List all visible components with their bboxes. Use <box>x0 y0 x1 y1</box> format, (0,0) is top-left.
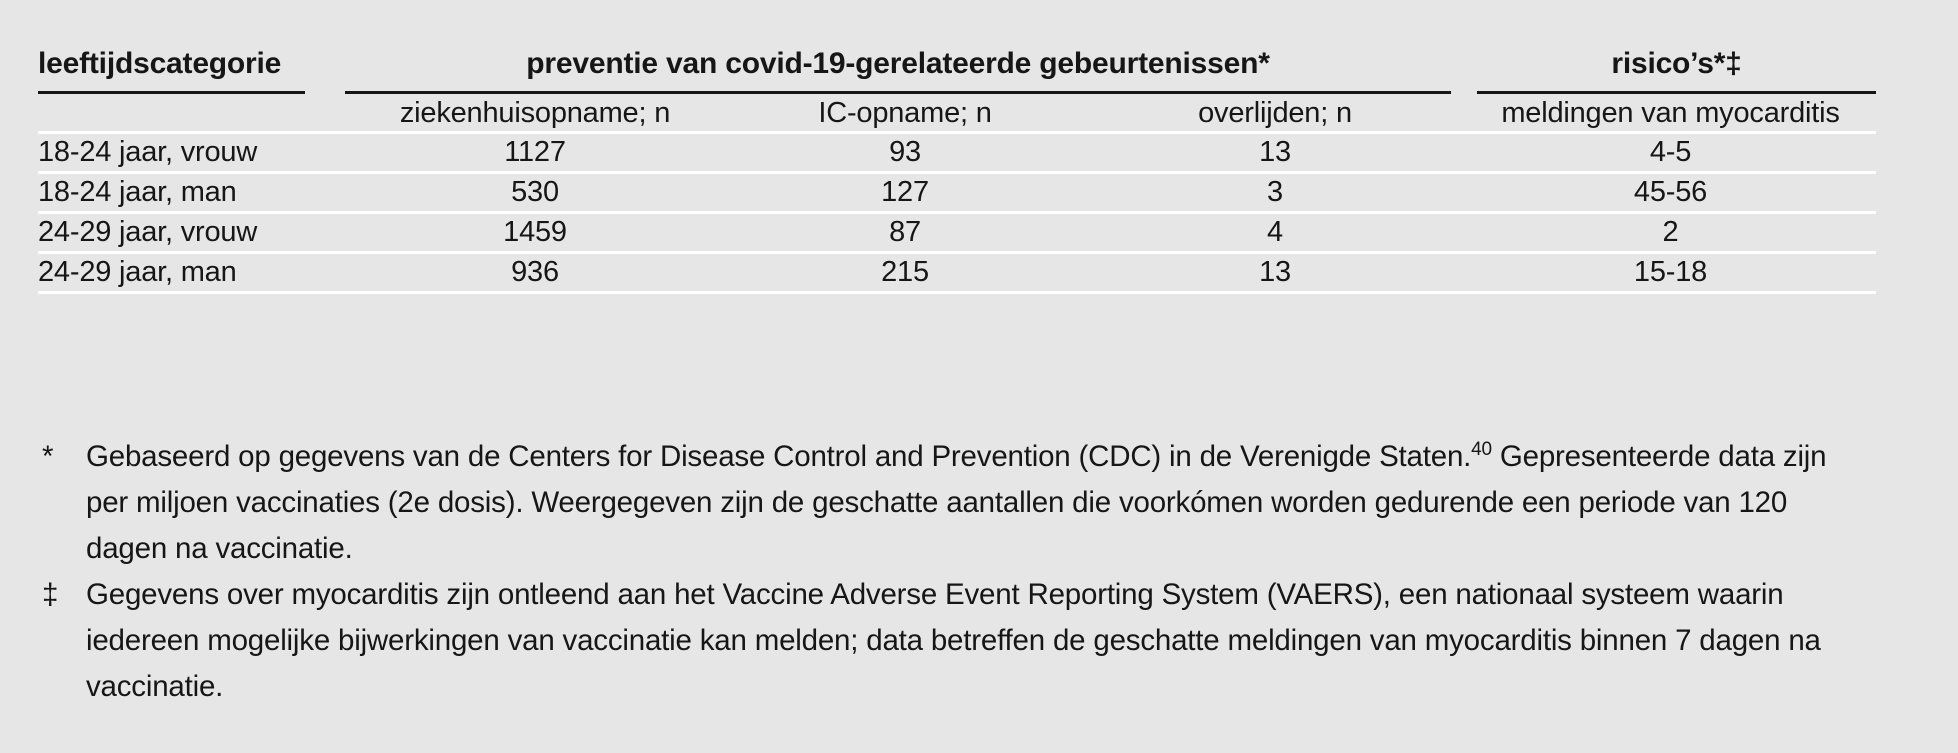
reference-superscript: 40 <box>1471 439 1492 461</box>
myocarditis-reports-value: 45-56 <box>1633 176 1708 208</box>
hospitalization-value: 1127 <box>504 136 566 168</box>
icu-value: 87 <box>889 216 921 248</box>
benefit-risk-table: leeftijdscategorie preventie van covid-1… <box>38 46 1876 294</box>
table-row: 24-29 jaar, man 936 215 13 15-18 <box>38 254 1876 294</box>
table-row: 24-29 jaar, vrouw 1459 87 4 2 <box>38 214 1876 254</box>
column-header-myocarditis-reports: meldingen van myocarditis <box>1501 97 1840 129</box>
column-group-header-age: leeftijdscategorie <box>38 46 345 94</box>
myocarditis-reports-value: 15-18 <box>1633 256 1708 288</box>
column-header-icu: IC-opname; n <box>818 97 992 129</box>
column-group-header-risks: risico’s*‡ <box>1477 46 1876 94</box>
column-header-empty <box>38 94 345 131</box>
table-subheader-row: ziekenhuisopname; n IC-opname; n overlij… <box>38 94 1876 134</box>
row-category-cell: 18-24 jaar, man <box>38 176 237 208</box>
footnote-double-dagger: ‡ Gegevens over myocarditis zijn ontleend… <box>38 572 1868 710</box>
footnote-asterisk: * Gebaseerd op gegevens van de Centers fo… <box>38 434 1868 572</box>
column-header-death: overlijden; n <box>1198 97 1352 129</box>
myocarditis-reports-value: 4-5 <box>1649 136 1692 168</box>
row-category-cell: 18-24 jaar, vrouw <box>38 136 258 168</box>
death-value: 4 <box>1267 216 1283 248</box>
death-value: 13 <box>1259 256 1291 288</box>
table-row: 18-24 jaar, vrouw 1127 93 13 4-5 <box>38 134 1876 174</box>
row-category-cell: 24-29 jaar, vrouw <box>38 216 258 248</box>
footnote-text-after-ref: Gepresenteerde data zijn per miljoen vac… <box>86 440 1827 565</box>
icu-value: 215 <box>881 256 929 288</box>
column-group-header-prevention: preventie van covid-19-gerelateerde gebe… <box>345 46 1451 94</box>
table-row: 18-24 jaar, man 530 127 3 45-56 <box>38 174 1876 214</box>
row-category-cell: 24-29 jaar, man <box>38 256 237 288</box>
table-footnotes: * Gebaseerd op gegevens van de Centers fo… <box>38 434 1868 710</box>
table-group-header-row: leeftijdscategorie preventie van covid-1… <box>38 46 1876 94</box>
hospitalization-value: 530 <box>511 176 559 208</box>
footnote-text: Gegevens over myocarditis zijn ontleend … <box>86 578 1821 703</box>
hospitalization-value: 936 <box>511 256 559 288</box>
footnote-marker: * <box>42 440 54 473</box>
column-header-hospitalization: ziekenhuisopname; n <box>399 97 671 129</box>
myocarditis-reports-value: 2 <box>1662 216 1679 248</box>
icu-value: 127 <box>881 176 929 208</box>
footnote-text-before-ref: Gebaseerd op gegevens van de Centers for… <box>86 440 1472 473</box>
death-value: 13 <box>1259 136 1291 168</box>
footnote-marker: ‡ <box>42 578 59 611</box>
death-value: 3 <box>1267 176 1283 208</box>
column-group-header-age-label: leeftijdscategorie <box>38 46 306 94</box>
hospitalization-value: 1459 <box>503 216 567 248</box>
icu-value: 93 <box>889 136 921 168</box>
